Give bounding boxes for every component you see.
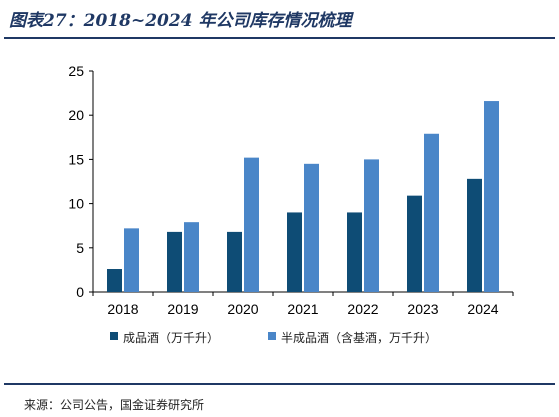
x-tick-label: 2020 (227, 301, 258, 317)
bar-finished-2022 (347, 212, 362, 292)
x-tick-label: 2024 (467, 301, 498, 317)
x-tick-label: 2019 (167, 301, 198, 317)
bar-finished-2021 (287, 212, 302, 292)
bar-finished-2019 (167, 231, 182, 292)
legend-label-finished: 成品酒（万千升） (123, 331, 219, 345)
bar-chart: 0 5 10 15 20 25 2018 2019 2020 2021 2022 2023 2024 成… (68, 63, 514, 345)
bar-finished-2018 (107, 269, 122, 292)
y-tick-label: 15 (68, 151, 84, 167)
figure-title: 图表27：2018~2024 年公司库存情况梳理 (9, 11, 352, 31)
bar-semi-finished-2021 (304, 163, 319, 292)
y-tick-label: 5 (76, 240, 84, 256)
title-rule (4, 37, 555, 39)
legend-swatch-semi-finished (268, 332, 276, 340)
bar-finished-2023 (407, 195, 422, 292)
legend-label-semi-finished: 半成品酒（含基酒，万千升） (281, 330, 437, 345)
y-tick-label: 25 (68, 63, 84, 79)
bar-semi-finished-2023 (424, 133, 439, 292)
x-tick-label: 2023 (407, 301, 438, 317)
chart-legend: 成品酒（万千升） 半成品酒（含基酒，万千升） (110, 330, 437, 345)
bar-semi-finished-2019 (184, 222, 199, 292)
x-tick-label: 2021 (287, 301, 318, 317)
bar-semi-finished-2022 (364, 159, 379, 292)
bar-finished-2024 (467, 178, 482, 292)
x-tick-label: 2018 (107, 301, 138, 317)
chart-bars (107, 101, 499, 292)
y-tick-label: 20 (68, 107, 84, 123)
y-tick-label: 0 (76, 284, 84, 300)
chart-axes: 0 5 10 15 20 25 2018 2019 2020 2021 2022 2023 2024 (68, 63, 514, 317)
bar-finished-2020 (227, 231, 242, 292)
bar-semi-finished-2018 (124, 228, 139, 292)
source-rule (4, 383, 555, 385)
bar-semi-finished-2020 (244, 157, 259, 292)
y-tick-label: 10 (68, 196, 84, 212)
legend-swatch-finished (110, 332, 118, 340)
x-tick-label: 2022 (347, 301, 378, 317)
bar-semi-finished-2024 (484, 101, 499, 292)
source-note: 来源：公司公告，国金证券研究所 (24, 398, 205, 412)
